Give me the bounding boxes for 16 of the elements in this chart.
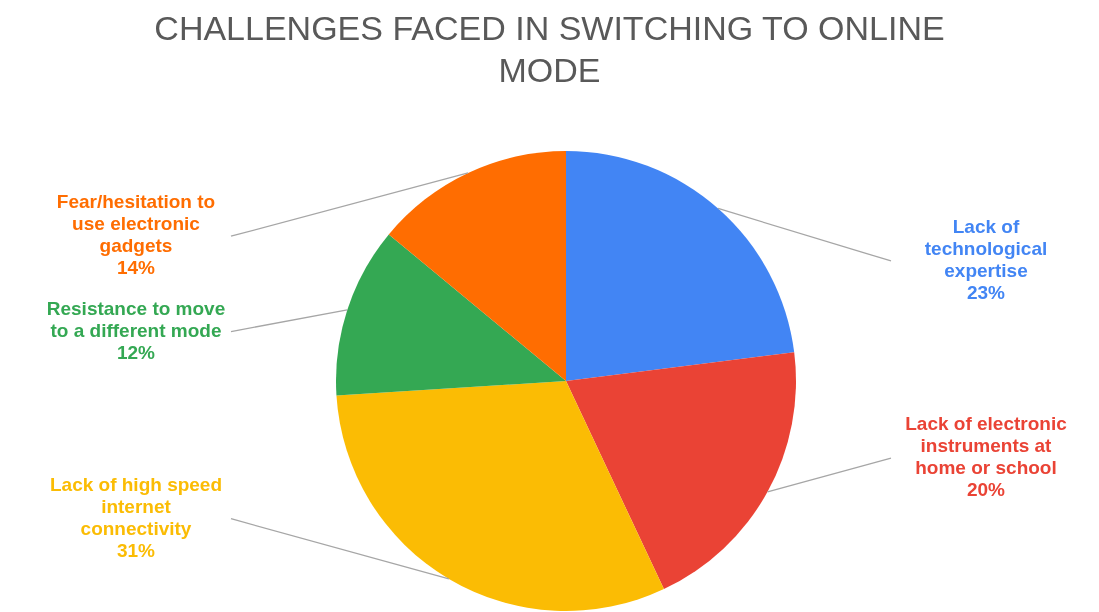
data-label: 14% bbox=[116, 257, 156, 279]
slice-label: Fear/hesitation to use electronic gadgets bbox=[56, 191, 216, 257]
data-label: 31% bbox=[116, 539, 156, 561]
slice-label: Lack of electronic instruments at home or school bbox=[905, 413, 1068, 479]
slice-label: Resistance to move to a different mode bbox=[46, 297, 226, 341]
pie-slice bbox=[566, 151, 795, 381]
pie-slice bbox=[336, 234, 566, 396]
chart-title: CHALLENGES FACED IN SWITCHING TO ONLINE MODE bbox=[154, 9, 945, 89]
data-label: 23% bbox=[966, 281, 1006, 303]
slice-label: Lack of technological expertise bbox=[924, 215, 1048, 281]
slice-label: Lack of high speed internet connectivity bbox=[49, 473, 223, 539]
pie-slice bbox=[336, 381, 664, 611]
data-label: 20% bbox=[966, 479, 1006, 501]
pie-slice bbox=[388, 151, 566, 381]
data-label: 12% bbox=[116, 341, 156, 363]
pie-slice bbox=[566, 352, 796, 590]
